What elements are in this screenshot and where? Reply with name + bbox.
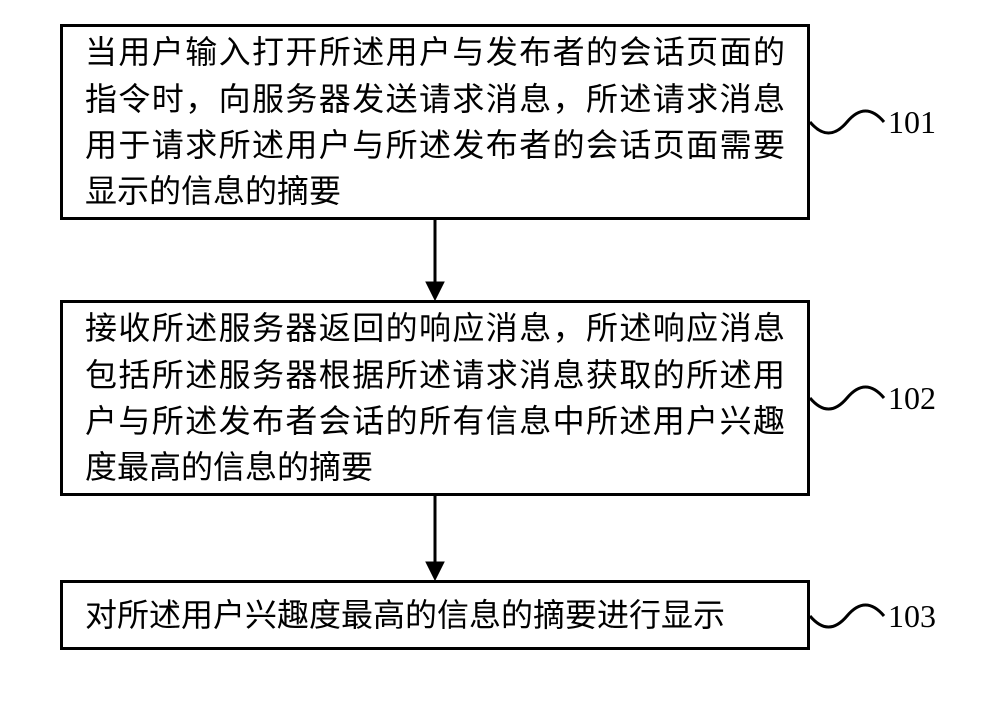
flowchart-canvas: 当用户输入打开所述用户与发布者的会话页面的指令时，向服务器发送请求消息，所述请求… bbox=[0, 0, 1000, 717]
flow-node-3: 对所述用户兴趣度最高的信息的摘要进行显示 bbox=[60, 580, 810, 650]
flow-node-2: 接收所述服务器返回的响应消息，所述响应消息包括所述服务器根据所述请求消息获取的所… bbox=[60, 300, 810, 496]
flow-node-1: 当用户输入打开所述用户与发布者的会话页面的指令时，向服务器发送请求消息，所述请求… bbox=[60, 24, 810, 220]
step-label-3: 103 bbox=[888, 598, 936, 635]
flow-arrow-1 bbox=[423, 220, 447, 300]
step-label-2: 102 bbox=[888, 380, 936, 417]
squiggle-connector bbox=[810, 590, 884, 642]
flow-node-text: 对所述用户兴趣度最高的信息的摘要进行显示 bbox=[85, 592, 785, 638]
step-label-1: 101 bbox=[888, 104, 936, 141]
squiggle-connector bbox=[810, 372, 884, 424]
flow-node-text: 接收所述服务器返回的响应消息，所述响应消息包括所述服务器根据所述请求消息获取的所… bbox=[85, 305, 785, 491]
flow-arrow-2 bbox=[423, 496, 447, 580]
flow-node-text: 当用户输入打开所述用户与发布者的会话页面的指令时，向服务器发送请求消息，所述请求… bbox=[85, 29, 785, 215]
squiggle-connector bbox=[810, 96, 884, 148]
